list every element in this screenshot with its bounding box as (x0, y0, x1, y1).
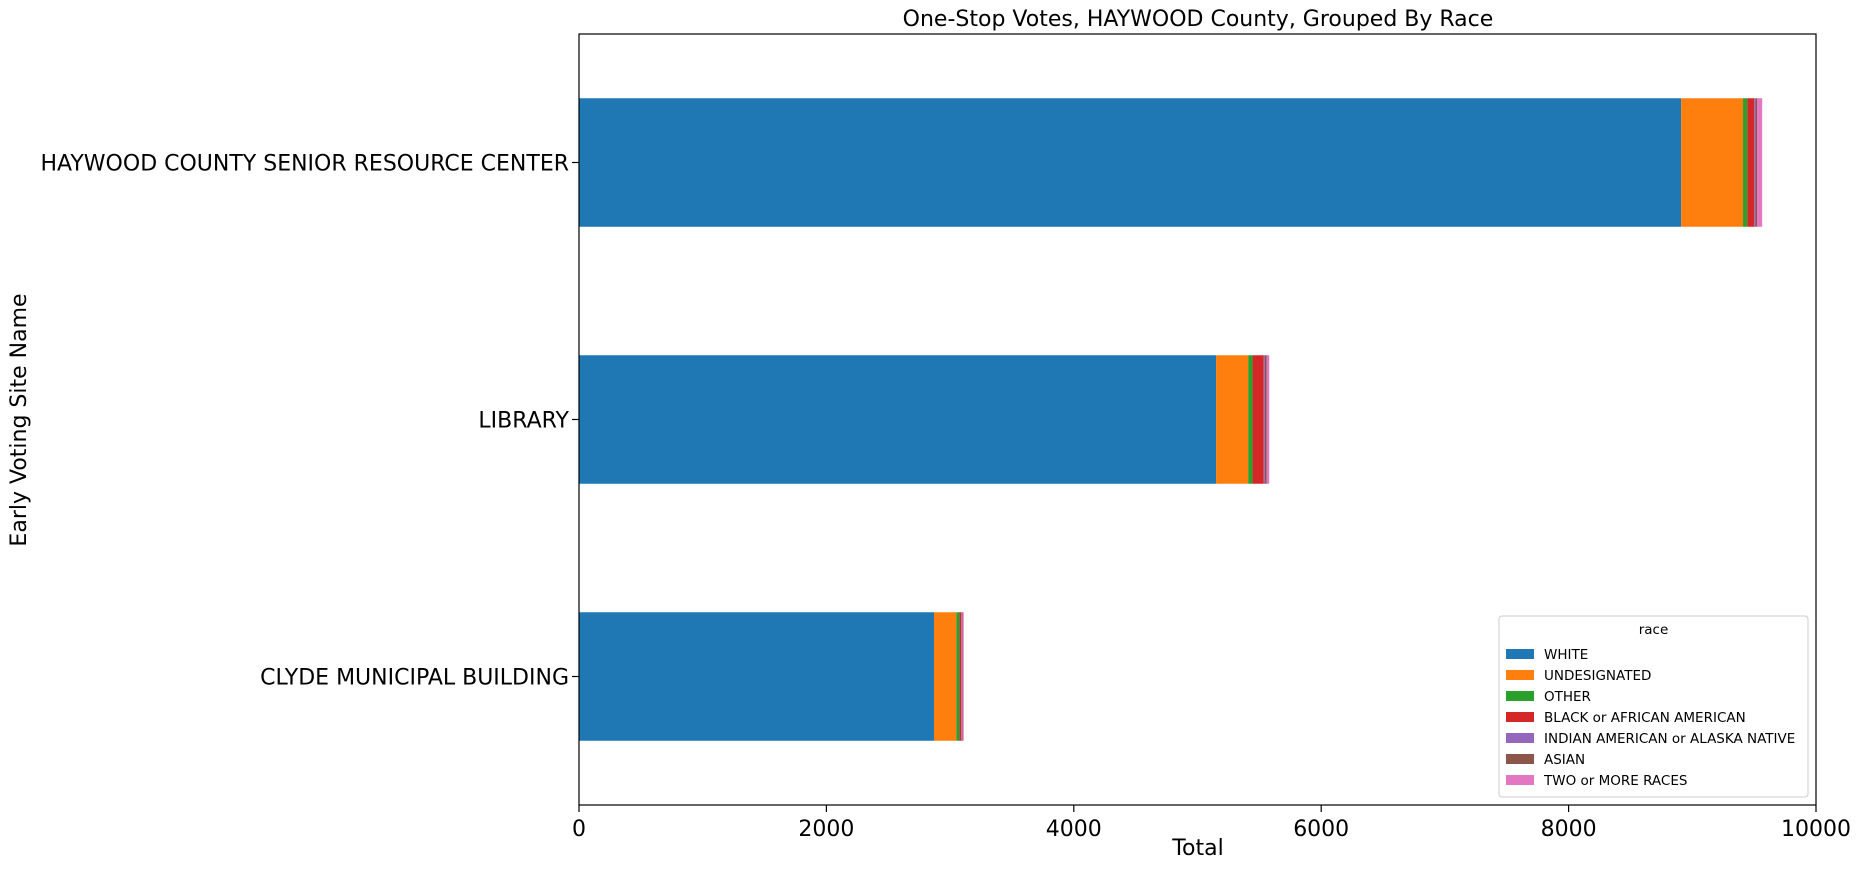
legend-label: BLACK or AFRICAN AMERICAN (1544, 710, 1746, 726)
x-tick-label: 0 (572, 817, 586, 842)
bar-segment (1263, 355, 1265, 484)
y-tick-label: HAYWOOD COUNTY SENIOR RESOURCE CENTER (40, 152, 569, 177)
legend-label: WHITE (1544, 647, 1588, 663)
x-tick-label: 4000 (1046, 817, 1102, 842)
bar-segment (959, 612, 962, 741)
chart-title: One-Stop Votes, HAYWOOD County, Grouped … (903, 7, 1494, 32)
legend-swatch (1506, 691, 1534, 701)
bar-segment (579, 98, 1682, 227)
bar-segment (579, 612, 935, 741)
y-tick-label: LIBRARY (478, 409, 569, 434)
legend-swatch (1506, 754, 1534, 764)
legend-swatch (1506, 712, 1534, 722)
bar-segment (934, 612, 957, 741)
bar-segment (956, 612, 960, 741)
bar-segment (1755, 98, 1758, 227)
bar-segment (962, 612, 964, 741)
legend: race WHITE UNDESIGNATED OTHER BLACK or AFRIC… (1498, 615, 1809, 798)
bar-segment (1252, 355, 1264, 484)
legend-label: ASIAN (1544, 752, 1585, 768)
x-tick-label: 10000 (1781, 817, 1851, 842)
bar-segment (1264, 355, 1267, 484)
y-axis-label: Early Voting Site Name (7, 293, 32, 546)
bar-segment (1754, 98, 1756, 227)
legend-label: OTHER (1544, 689, 1591, 705)
bar-segment (1747, 98, 1755, 227)
legend-swatch (1506, 775, 1534, 785)
x-tick-label: 8000 (1541, 817, 1597, 842)
x-tick-label: 2000 (798, 817, 854, 842)
legend-swatch (1506, 649, 1534, 659)
x-tick-label: 6000 (1293, 817, 1349, 842)
legend-swatch (1506, 733, 1534, 743)
x-axis-label: Total (1171, 836, 1223, 861)
bar-segment (1216, 355, 1249, 484)
legend-swatch (1506, 670, 1534, 680)
bar-segment (1681, 98, 1744, 227)
legend-label: TWO or MORE RACES (1543, 773, 1687, 789)
y-tick-label: CLYDE MUNICIPAL BUILDING (260, 666, 569, 691)
y-axis-ticks: CLYDE MUNICIPAL BUILDING LIBRARY HAYWOOD C… (40, 152, 579, 691)
legend-label: INDIAN AMERICAN or ALASKA NATIVE (1544, 731, 1795, 747)
legend-title: race (1639, 622, 1669, 638)
bar-segment (579, 355, 1217, 484)
x-axis-ticks: 0 2000 4000 6000 8000 10000 (572, 805, 1851, 842)
legend-box (1498, 615, 1809, 798)
bar-segment (1757, 98, 1763, 227)
bar-segment (961, 612, 962, 741)
bar-segment (1266, 355, 1270, 484)
bars (579, 98, 1763, 741)
bar-segment (1743, 98, 1748, 227)
bar-segment (1248, 355, 1253, 484)
legend-label: UNDESIGNATED (1544, 668, 1651, 684)
bar-segment (961, 612, 963, 741)
